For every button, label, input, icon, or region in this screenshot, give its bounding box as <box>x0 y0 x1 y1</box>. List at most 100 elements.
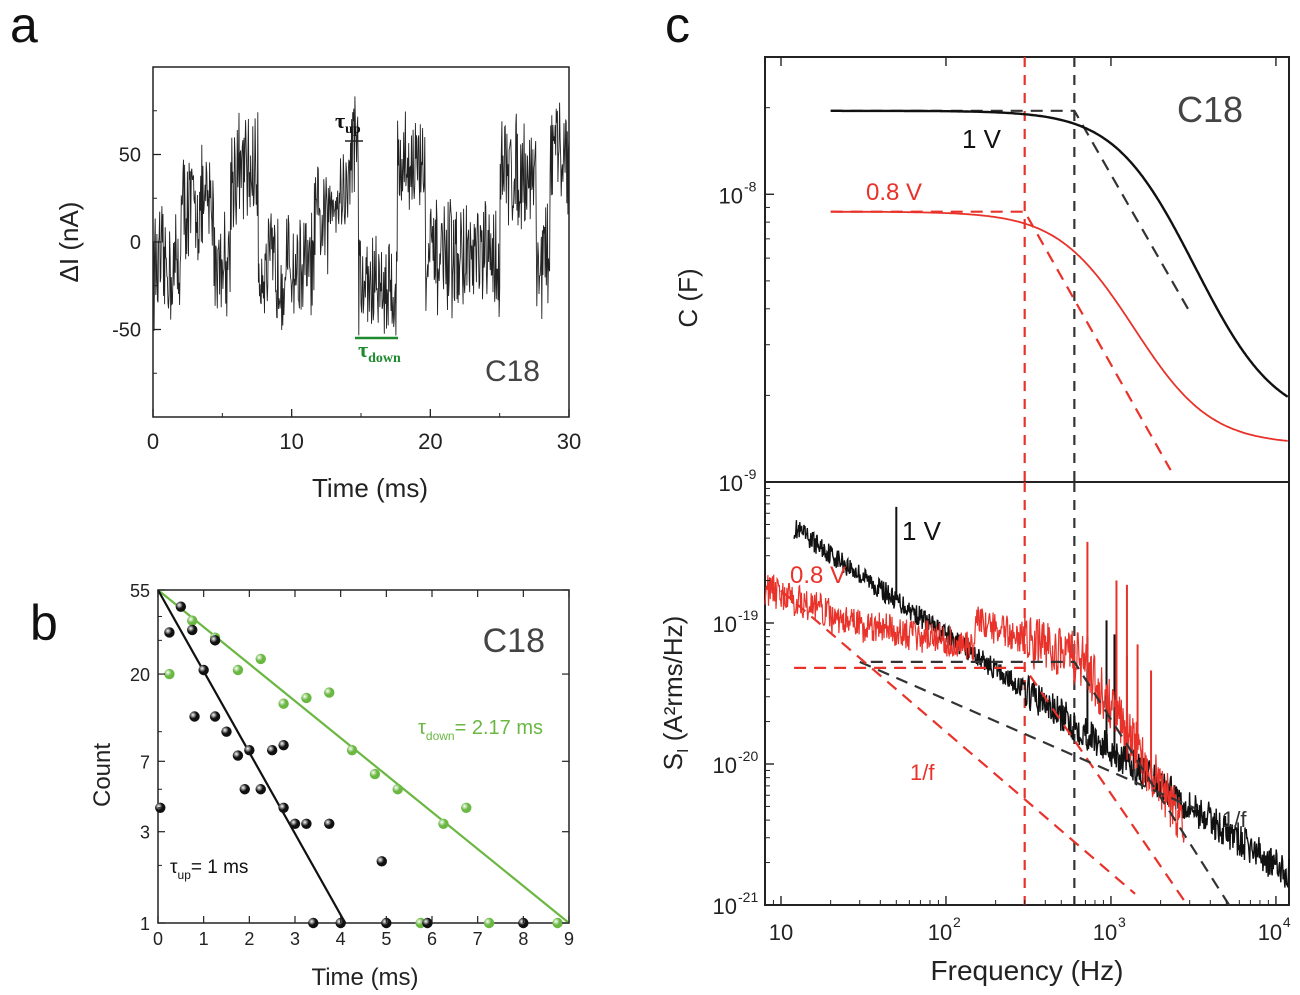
panel-a-x-ticks: 0 10 20 30 <box>147 409 581 454</box>
panel-c-bottom-plateau-fit <box>794 666 1189 906</box>
panel-b-point-tau-down <box>187 615 198 626</box>
panel-a-y-ticks: 50 0 -50 <box>112 110 161 374</box>
panel-a-x-label: Time (ms) <box>312 473 428 503</box>
panel-b-point-tau-up <box>239 784 250 795</box>
panel-b-x-tick-label: 5 <box>381 929 391 949</box>
panel-c-bottom-y-tick-label: 10 <box>713 612 737 637</box>
panel-b-point-tau-down <box>164 668 175 680</box>
panel-b-point-tau-down <box>552 917 563 929</box>
panel-c-top-tag: C18 <box>1177 89 1243 130</box>
panel-b-point-tau-up <box>198 664 209 676</box>
panel-b-points <box>155 601 563 929</box>
panel-b-x-tick-label: 6 <box>427 929 437 949</box>
panel-c-top-08v-label: 0.8 V <box>866 179 922 206</box>
panel-b-x-tick-label: 3 <box>290 929 300 949</box>
panel-c-bottom-spectrum <box>793 520 1290 888</box>
panel-c-bottom-x-tick-exponent: 3 <box>1118 914 1126 930</box>
panel-c-bottom-x-tick-exponent: 4 <box>1283 914 1291 930</box>
panel-c-bottom-x-tick-label: 10 <box>769 920 793 945</box>
panel-c-bottom-x-label: Frequency (Hz) <box>931 955 1124 986</box>
panel-c-bottom-x-tick-label: 10 <box>1258 920 1282 945</box>
panel-c-top-y-tick-exponent: -8 <box>744 178 757 194</box>
panel-b-point-tau-up <box>308 917 319 929</box>
panel-c-bottom-plateau-fit <box>870 660 1231 906</box>
panel-b-point-tau-down <box>369 768 381 780</box>
panel-b-x-tick-label: 8 <box>518 929 528 949</box>
panel-b-point-tau-down <box>324 687 335 698</box>
panel-c-bottom-1f-line <box>859 660 1197 810</box>
panel-c-bottom-y-tick-label: 10 <box>713 894 737 919</box>
panel-b-y-tick-label: 55 <box>130 581 150 601</box>
panel-c-top-x-ticks <box>780 57 1277 66</box>
panel-c-top-curve <box>830 210 1288 442</box>
panel-b-x-tick-label: 4 <box>336 929 346 949</box>
panel-b-point-tau-up <box>289 818 301 829</box>
panel-c-bottom-crossover-lines <box>1023 482 1076 905</box>
panel-b-y-label: Count <box>89 743 116 807</box>
panel-b-x-ticks: 0 1 2 3 4 5 6 7 8 9 <box>153 590 574 949</box>
panel-c-bottom-y-tick-exponent: -20 <box>738 748 758 764</box>
panel-c-bottom-x-tick-label: 10 <box>1093 920 1117 945</box>
panel-b-x-tick-label: 1 <box>199 929 209 949</box>
panel-c-bottom-frame <box>764 481 1290 906</box>
panel-b-y-ticks: 55 20 7 3 1 <box>130 581 569 934</box>
panel-b-point-tau-down <box>232 664 244 676</box>
panel-a-tag: C18 <box>485 355 540 388</box>
panel-c-bottom-reference-lines <box>780 589 1231 906</box>
panel-b-point-tau-up <box>209 635 221 646</box>
panel-a-y-tick-label: -50 <box>112 320 141 342</box>
panel-b-point-tau-up <box>422 917 433 929</box>
panel-c-top-y-ticks: 10-810-9 <box>719 107 774 496</box>
panel-c-bottom-1f-red-label: 1/f <box>910 760 935 785</box>
panel-a-tau-up-label: τup <box>335 108 361 137</box>
panel-b-x-tick-label: 9 <box>564 929 574 949</box>
panel-b-point-tau-up <box>376 856 387 867</box>
panel-b-point-tau-up <box>301 818 312 829</box>
panel-b-point-tau-down <box>301 692 312 704</box>
panel-b-x-label: Time (ms) <box>311 964 418 991</box>
panel-b-tag: C18 <box>483 622 545 660</box>
panel-b-fit-lines <box>157 589 570 924</box>
panel-letter-b: b <box>30 595 58 651</box>
panel-b-point-tau-up <box>266 745 278 756</box>
panel-b-point-tau-up <box>278 739 289 751</box>
panel-b-point-tau-up <box>232 750 244 761</box>
panel-c-top-y-tick-label: 10 <box>719 471 743 496</box>
panel-b-point-tau-down <box>278 698 289 709</box>
panel-b-y-tick-label: 7 <box>140 752 150 772</box>
panel-b-y-tick-label: 1 <box>140 914 150 934</box>
panel-b-x-tick-label: 2 <box>244 929 254 949</box>
panel-c-top-chart: 10-810-9 C18 1 V 0.8 V C (F) <box>673 56 1290 496</box>
panel-b-point-tau-down <box>392 784 403 795</box>
panel-c-bottom-y-tick-label: 10 <box>713 753 737 778</box>
panel-b-point-tau-down <box>346 745 358 756</box>
panel-b-tau-up-fit-label: τup= 1 ms <box>170 857 248 882</box>
panel-c-bottom-x-tick-exponent: 2 <box>953 914 961 930</box>
panel-b-x-tick-label: 7 <box>473 929 483 949</box>
panel-a-y-tick-label: 50 <box>119 145 141 167</box>
panel-c-bottom-x-ticks: 10 10 2 10 3 10 4 <box>764 896 1291 945</box>
panel-c-bottom-1f-line <box>780 589 1136 895</box>
panel-b-point-tau-down <box>255 653 266 665</box>
panel-c-top-curve <box>830 109 1289 398</box>
panel-c-top-asymptote <box>830 210 1172 471</box>
panel-b-x-tick-label: 0 <box>153 929 163 949</box>
panel-b-point-tau-down <box>461 802 472 814</box>
panel-b-point-tau-up <box>209 711 221 722</box>
panel-b-tau-down-fit-label: τdown= 2.17 ms <box>418 717 543 743</box>
panel-b-point-tau-down <box>483 917 495 929</box>
panel-a-x-tick-label: 0 <box>147 429 159 454</box>
panel-b-point-tau-down <box>438 818 449 829</box>
panel-a-tau-down-label: τdown <box>358 337 401 366</box>
panel-b-point-tau-up <box>164 627 175 638</box>
panel-letter-a: a <box>10 0 38 53</box>
panel-c-top-y-tick-exponent: -9 <box>744 466 757 482</box>
panel-b-point-tau-up <box>187 624 198 636</box>
panel-a-x-tick-label: 30 <box>557 429 581 454</box>
panel-b-fit-line <box>157 589 347 924</box>
panel-a-current-trace <box>152 96 570 336</box>
panel-b-fit-line <box>157 589 570 924</box>
panel-c-bottom-y-tick-exponent: -21 <box>738 889 758 905</box>
panel-c-bottom-1v-label: 1 V <box>902 516 942 546</box>
